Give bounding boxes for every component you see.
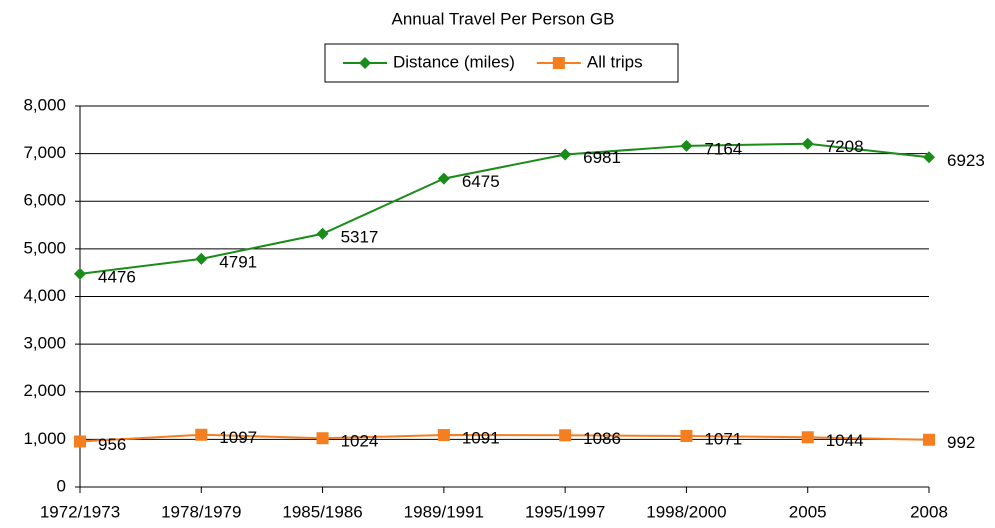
y-tick-label: 6,000	[23, 191, 66, 210]
marker	[359, 57, 371, 69]
marker	[801, 137, 814, 150]
data-label: 6475	[462, 172, 500, 191]
marker	[923, 151, 935, 164]
y-tick-label: 2,000	[23, 381, 66, 400]
marker	[559, 429, 572, 442]
marker	[316, 432, 329, 445]
marker	[801, 431, 814, 444]
data-label: 1091	[462, 429, 500, 448]
x-tick-label: 1972/1973	[40, 502, 120, 521]
marker	[559, 148, 572, 161]
series-line	[79, 433, 930, 443]
y-tick-label: 5,000	[23, 238, 66, 257]
data-label: 1044	[826, 431, 864, 450]
chart-title: Annual Travel Per Person GB	[391, 9, 614, 28]
y-tick-label: 8,000	[23, 95, 66, 114]
marker	[680, 139, 693, 152]
marker	[74, 267, 86, 280]
data-label: 1071	[704, 429, 742, 448]
data-label: 6981	[583, 148, 621, 167]
x-tick-label: 2005	[789, 502, 827, 521]
data-label: 7208	[826, 137, 864, 156]
x-tick-label: 2008	[910, 502, 948, 521]
x-tick-label: 1995/1997	[525, 502, 605, 521]
marker	[437, 429, 450, 442]
marker	[552, 57, 565, 69]
marker	[680, 429, 693, 442]
y-tick-label: 1,000	[23, 429, 66, 448]
data-label: 1024	[341, 432, 379, 451]
x-tick-label: 1998/2000	[646, 502, 726, 521]
data-label: 956	[98, 435, 126, 454]
data-label: 4476	[98, 267, 136, 286]
y-tick-label: 7,000	[23, 143, 66, 162]
legend-label: Distance (miles)	[393, 52, 515, 71]
y-tick-label: 0	[57, 476, 66, 495]
data-label: 5317	[341, 227, 379, 246]
legend-label: All trips	[587, 52, 643, 71]
y-tick-label: 3,000	[23, 334, 66, 353]
marker	[923, 433, 935, 446]
data-label: 992	[947, 433, 975, 452]
x-tick-label: 1985/1986	[282, 502, 362, 521]
marker	[195, 428, 208, 441]
y-tick-label: 4,000	[23, 286, 66, 305]
x-tick-label: 1989/1991	[404, 502, 484, 521]
data-label: 6923	[947, 151, 985, 170]
marker	[437, 172, 450, 185]
marker	[316, 227, 329, 240]
marker	[74, 435, 86, 448]
marker	[195, 252, 208, 265]
x-tick-label: 1978/1979	[161, 502, 241, 521]
data-label: 4791	[219, 252, 257, 271]
series-line	[79, 142, 930, 275]
data-label: 1097	[219, 428, 257, 447]
data-label: 1086	[583, 429, 621, 448]
data-label: 7164	[704, 139, 742, 158]
